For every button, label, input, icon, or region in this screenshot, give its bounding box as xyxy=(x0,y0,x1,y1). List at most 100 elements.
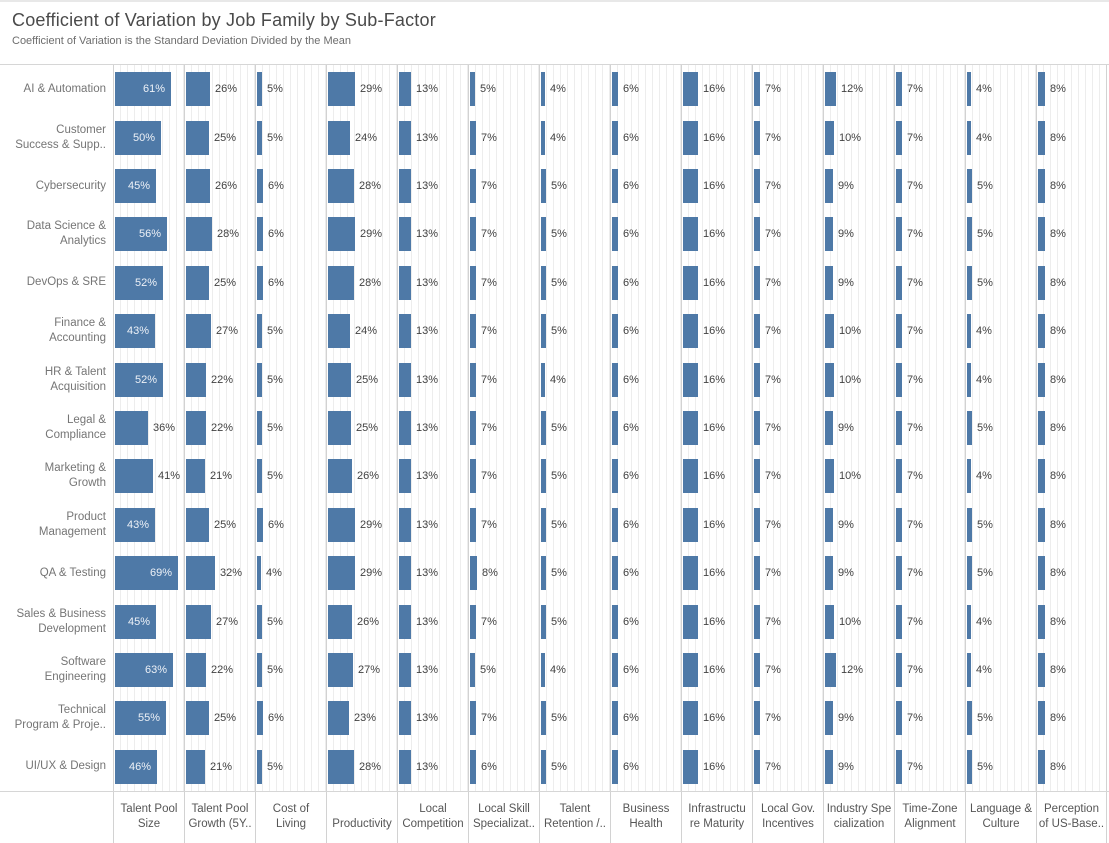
bar-mark[interactable] xyxy=(825,701,833,736)
bar-mark[interactable] xyxy=(328,604,352,639)
bar-mark[interactable] xyxy=(470,749,476,784)
bar-mark[interactable] xyxy=(186,701,209,736)
bar-mark[interactable] xyxy=(399,749,411,784)
bar-mark[interactable] xyxy=(967,653,971,688)
bar-mark[interactable] xyxy=(186,120,209,155)
bar-mark[interactable] xyxy=(896,362,902,397)
bar-mark[interactable] xyxy=(896,507,902,542)
bar-mark[interactable] xyxy=(470,459,476,494)
bar-mark[interactable] xyxy=(896,653,902,688)
bar-mark[interactable] xyxy=(612,604,618,639)
bar-mark[interactable] xyxy=(399,507,411,542)
bar-mark[interactable] xyxy=(825,120,834,155)
bar-mark[interactable] xyxy=(967,604,971,639)
bar-mark[interactable] xyxy=(541,411,546,446)
bar-mark[interactable] xyxy=(186,362,206,397)
bar-mark[interactable] xyxy=(896,72,902,107)
bar-mark[interactable] xyxy=(328,653,353,688)
bar-mark[interactable] xyxy=(612,459,618,494)
bar-mark[interactable] xyxy=(754,362,760,397)
bar-mark[interactable] xyxy=(399,411,411,446)
bar-mark[interactable] xyxy=(754,459,760,494)
bar-mark[interactable] xyxy=(825,556,833,591)
bar-mark[interactable] xyxy=(825,507,833,542)
bar-mark[interactable] xyxy=(257,653,262,688)
bar-mark[interactable] xyxy=(541,72,545,107)
bar-mark[interactable] xyxy=(612,120,618,155)
bar-mark[interactable] xyxy=(967,169,972,204)
bar-mark[interactable] xyxy=(186,459,205,494)
bar-mark[interactable] xyxy=(754,120,760,155)
bar-mark[interactable] xyxy=(683,169,698,204)
bar-mark[interactable] xyxy=(399,653,411,688)
bar-mark[interactable] xyxy=(612,314,618,349)
bar-mark[interactable] xyxy=(612,556,618,591)
bar-mark[interactable] xyxy=(825,362,834,397)
bar-mark[interactable] xyxy=(896,701,902,736)
bar-mark[interactable] xyxy=(967,701,972,736)
bar-mark[interactable] xyxy=(470,507,476,542)
bar-mark[interactable] xyxy=(399,169,411,204)
bar-mark[interactable]: 69% xyxy=(115,556,178,591)
bar-mark[interactable] xyxy=(896,556,902,591)
bar-mark[interactable] xyxy=(257,120,262,155)
bar-mark[interactable] xyxy=(541,120,545,155)
bar-mark[interactable] xyxy=(754,72,760,107)
bar-mark[interactable] xyxy=(328,701,349,736)
bar-mark[interactable] xyxy=(399,362,411,397)
bar-mark[interactable] xyxy=(541,556,546,591)
bar-mark[interactable] xyxy=(612,265,618,300)
bar-mark[interactable] xyxy=(896,749,902,784)
bar-mark[interactable] xyxy=(612,362,618,397)
bar-mark[interactable] xyxy=(683,701,698,736)
bar-mark[interactable] xyxy=(683,411,698,446)
bar-mark[interactable] xyxy=(1038,653,1045,688)
bar-mark[interactable] xyxy=(754,604,760,639)
bar-mark[interactable] xyxy=(186,411,206,446)
bar-mark[interactable] xyxy=(1038,120,1045,155)
bar-mark[interactable] xyxy=(612,169,618,204)
bar-mark[interactable] xyxy=(1038,507,1045,542)
bar-mark[interactable] xyxy=(896,604,902,639)
bar-mark[interactable] xyxy=(328,169,354,204)
bar-mark[interactable] xyxy=(328,411,351,446)
bar-mark[interactable] xyxy=(328,507,355,542)
bar-mark[interactable] xyxy=(470,604,476,639)
bar-mark[interactable] xyxy=(257,507,263,542)
bar-mark[interactable] xyxy=(825,459,834,494)
bar-mark[interactable] xyxy=(399,120,411,155)
bar-mark[interactable] xyxy=(825,169,833,204)
bar-mark[interactable] xyxy=(967,362,971,397)
bar-mark[interactable] xyxy=(186,604,211,639)
bar-mark[interactable] xyxy=(896,265,902,300)
bar-mark[interactable] xyxy=(328,265,354,300)
bar-mark[interactable] xyxy=(186,653,206,688)
bar-mark[interactable] xyxy=(541,653,545,688)
bar-mark[interactable] xyxy=(399,701,411,736)
bar-mark[interactable] xyxy=(683,507,698,542)
bar-mark[interactable] xyxy=(1038,362,1045,397)
bar-mark[interactable]: 56% xyxy=(115,217,167,252)
bar-mark[interactable] xyxy=(683,314,698,349)
bar-mark[interactable] xyxy=(470,169,476,204)
bar-mark[interactable] xyxy=(1038,459,1045,494)
bar-mark[interactable] xyxy=(683,653,698,688)
bar-mark[interactable] xyxy=(683,72,698,107)
bar-mark[interactable] xyxy=(328,314,350,349)
bar-mark[interactable] xyxy=(328,556,355,591)
bar-mark[interactable]: 63% xyxy=(115,653,173,688)
bar-mark[interactable]: 61% xyxy=(115,72,171,107)
bar-mark[interactable] xyxy=(257,411,262,446)
bar-mark[interactable] xyxy=(754,217,760,252)
bar-mark[interactable] xyxy=(1038,169,1045,204)
bar-mark[interactable] xyxy=(541,459,546,494)
bar-mark[interactable] xyxy=(328,362,351,397)
bar-mark[interactable] xyxy=(896,120,902,155)
bar-mark[interactable] xyxy=(399,556,411,591)
bar-mark[interactable] xyxy=(541,701,546,736)
bar-mark[interactable] xyxy=(257,556,261,591)
bar-mark[interactable] xyxy=(257,169,263,204)
bar-mark[interactable] xyxy=(612,701,618,736)
bar-mark[interactable] xyxy=(541,749,546,784)
bar-mark[interactable] xyxy=(257,749,262,784)
